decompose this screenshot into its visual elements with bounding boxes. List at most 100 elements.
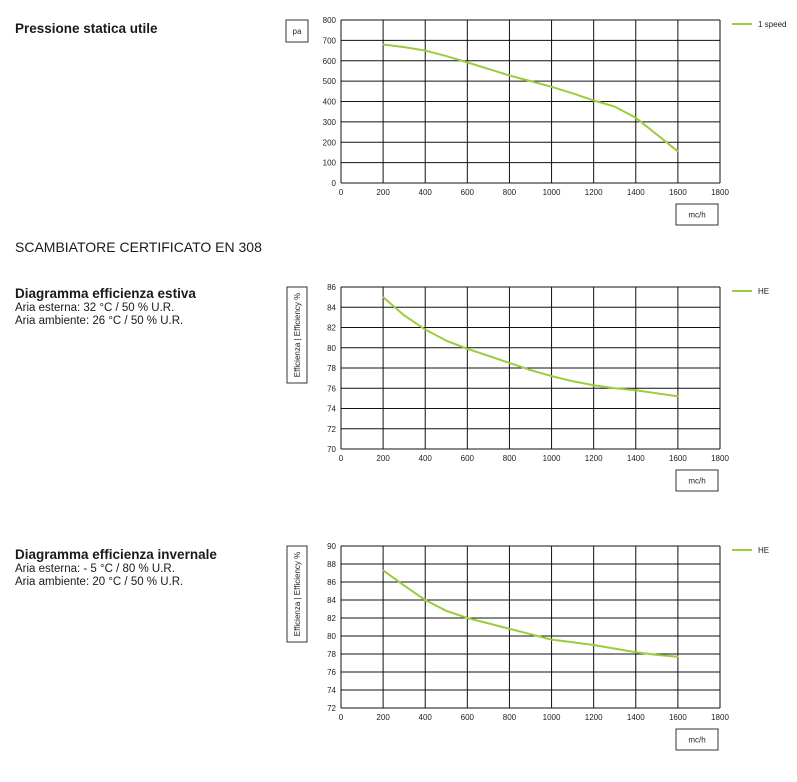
series-line [382, 569, 678, 658]
data-point [550, 375, 553, 377]
data-point [508, 74, 511, 77]
y-unit-box [286, 286, 308, 384]
data-point [677, 395, 679, 397]
y-tick-label: 200 [323, 138, 337, 147]
x-tick-label: 1600 [669, 454, 687, 463]
data-point [593, 644, 595, 646]
y-tick-label: 82 [327, 614, 336, 623]
data-point [635, 117, 637, 119]
data-point [508, 628, 511, 630]
block-subtitle-invernale: Aria esterna: - 5 °C / 80 % U.R. Aria am… [15, 563, 183, 589]
chart-2: 0 200 400 600 800 1000 1200 1400 1600 1800 72 74 76 7… [286, 542, 769, 751]
x-tick-label: 1800 [711, 188, 729, 197]
data-point [403, 46, 405, 48]
y-tick-label: 84 [327, 596, 336, 605]
y-tick-label: 84 [327, 303, 336, 312]
data-point [614, 387, 616, 389]
data-point [593, 384, 595, 386]
y-tick-label: 0 [332, 179, 337, 188]
block-title-invernale: Diagramma efficienza invernale [15, 547, 217, 562]
data-point [487, 68, 489, 70]
data-point [529, 633, 532, 635]
data-point [382, 569, 384, 571]
y-tick-label: 86 [327, 283, 336, 292]
x-tick-label: 1400 [627, 713, 645, 722]
x-tick-label: 400 [419, 188, 433, 197]
x-tick-label: 1400 [627, 454, 645, 463]
invernale-aria-ambiente: Aria ambiente: 20 °C / 50 % U.R. [15, 576, 184, 588]
y-tick-label: 600 [323, 57, 337, 66]
y-tick-label: 76 [327, 384, 336, 393]
x-tick-label: 1200 [585, 713, 603, 722]
x-axis-label: mc/h [688, 736, 705, 745]
data-point [424, 599, 426, 601]
y-tick-label: 500 [323, 77, 337, 86]
y-tick-label: 70 [327, 445, 336, 454]
data-point [529, 369, 532, 371]
data-point [656, 392, 658, 394]
x-tick-label: 200 [376, 188, 390, 197]
x-tick-label: 200 [376, 454, 390, 463]
x-tick-label: 400 [419, 454, 433, 463]
y-tick-label: 74 [327, 686, 336, 695]
x-axis-label: mc/h [688, 211, 705, 220]
invernale-aria-esterna: Aria esterna: - 5 °C / 80 % U.R. [15, 563, 175, 575]
x-tick-label: 800 [503, 188, 517, 197]
x-unit-box [675, 203, 719, 226]
data-point [572, 92, 574, 94]
legend-label: HE [758, 546, 769, 555]
chart-1: 0 200 400 600 800 1000 1200 1400 1600 1800 70 72 74 7… [286, 283, 769, 492]
x-tick-label: 400 [419, 713, 433, 722]
estiva-aria-esterna: Aria esterna: 32 °C / 50 % U.R. [15, 302, 175, 314]
data-point [487, 622, 489, 625]
x-tick-label: 600 [461, 454, 475, 463]
data-point [466, 61, 468, 63]
x-tick-label: 1200 [585, 188, 603, 197]
x-tick-label: 1600 [669, 713, 687, 722]
y-tick-label: 74 [327, 405, 336, 414]
y-tick-label: 80 [327, 632, 336, 641]
data-point [424, 328, 426, 331]
data-point [424, 49, 426, 52]
y-tick-label: 700 [323, 36, 337, 45]
data-point [445, 610, 447, 612]
data-point [593, 99, 595, 102]
y-tick-label: 80 [327, 344, 336, 353]
y-tick-label: 78 [327, 650, 336, 659]
data-point [529, 80, 532, 82]
y-unit-box [285, 19, 309, 43]
data-point [403, 585, 405, 587]
y-tick-label: 400 [323, 98, 337, 107]
x-unit-box [675, 469, 719, 492]
y-tick-label: 78 [327, 364, 336, 373]
data-point [656, 654, 658, 656]
x-tick-label: 200 [376, 713, 390, 722]
x-unit-box [675, 728, 719, 751]
x-tick-label: 1000 [543, 188, 561, 197]
x-tick-label: 0 [339, 188, 344, 197]
x-tick-label: 600 [461, 188, 475, 197]
y-axis-label: Efficienza | Efficiency % [293, 552, 302, 637]
x-tick-label: 800 [503, 454, 517, 463]
data-point [487, 355, 489, 357]
x-axis-label: mc/h [688, 477, 705, 486]
data-point [466, 617, 468, 619]
y-tick-label: 300 [323, 118, 337, 127]
x-tick-label: 1200 [585, 454, 603, 463]
data-point [572, 641, 574, 643]
section-title: SCAMBIATORE CERTIFICATO EN 308 [15, 239, 262, 255]
data-point [403, 314, 405, 316]
x-tick-label: 1600 [669, 188, 687, 197]
x-tick-label: 600 [461, 713, 475, 722]
x-tick-label: 1400 [627, 188, 645, 197]
x-tick-label: 0 [339, 713, 344, 722]
y-tick-label: 90 [327, 542, 336, 551]
y-tick-label: 100 [323, 159, 337, 168]
y-tick-label: 86 [327, 578, 336, 587]
x-tick-label: 1800 [711, 454, 729, 463]
x-tick-label: 1800 [711, 713, 729, 722]
block-title-estiva: Diagramma efficienza estiva [15, 286, 196, 301]
data-point [677, 150, 679, 153]
y-tick-label: 82 [327, 324, 336, 333]
